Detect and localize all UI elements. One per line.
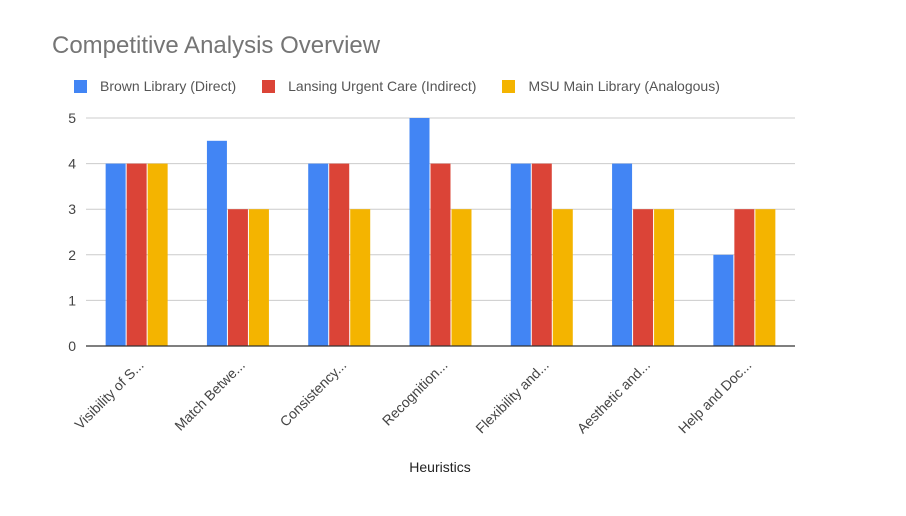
bar-s2-c2 [350, 209, 371, 346]
y-tick-label-0: 0 [68, 338, 76, 354]
bar-s1-c5 [633, 209, 654, 346]
x-tick-label-4: Flexibility and... [472, 357, 552, 437]
legend-label-msu-main-library: MSU Main Library (Analogous) [528, 78, 720, 94]
bar-s1-c3 [430, 163, 451, 346]
bar-s2-c0 [147, 163, 168, 346]
legend: Brown Library (Direct) Lansing Urgent Ca… [74, 76, 746, 96]
bar-s2-c1 [248, 209, 269, 346]
legend-item-msu-main-library: MSU Main Library (Analogous) [502, 78, 720, 94]
x-tick-label-3: Recognition... [379, 357, 451, 429]
x-tick-label-6: Help and Doc... [675, 357, 755, 437]
legend-label-lansing-urgent-care: Lansing Urgent Care (Indirect) [288, 78, 477, 94]
legend-label-brown-library: Brown Library (Direct) [100, 78, 237, 94]
bar-s1-c0 [126, 163, 147, 346]
x-tick-label-2: Consistency... [277, 357, 350, 430]
x-tick-label-1: Match Betwe... [171, 357, 248, 434]
x-tick-label-0: Visibility of S... [71, 357, 147, 433]
bar-s2-c3 [451, 209, 472, 346]
bar-s1-c1 [227, 209, 248, 346]
legend-item-lansing-urgent-care: Lansing Urgent Care (Indirect) [262, 78, 476, 94]
y-tick-label-1: 1 [68, 292, 76, 308]
y-tick-label-5: 5 [68, 110, 76, 126]
bar-s0-c4 [510, 163, 531, 346]
legend-swatch-lansing-urgent-care [262, 79, 276, 93]
bar-s1-c2 [329, 163, 350, 346]
bar-s0-c1 [206, 140, 227, 346]
legend-swatch-brown-library [74, 79, 87, 93]
bar-s1-c6 [734, 209, 755, 346]
chart-title: Competitive Analysis Overview [52, 32, 381, 59]
bar-s1-c4 [531, 163, 552, 346]
y-tick-label-4: 4 [68, 156, 76, 172]
y-tick-label-3: 3 [68, 201, 76, 217]
x-axis-title: Heuristics [409, 459, 470, 475]
bar-s0-c0 [105, 163, 126, 346]
bar-s2-c6 [755, 209, 776, 346]
bar-s0-c2 [308, 163, 329, 346]
x-tick-label-5: Aesthetic and... [574, 357, 654, 437]
legend-swatch-msu-main-library [502, 79, 516, 93]
bar-s0-c3 [409, 118, 430, 346]
bar-s0-c5 [612, 163, 633, 346]
bar-s2-c4 [552, 209, 573, 346]
bar-s0-c6 [713, 254, 734, 346]
bar-s2-c5 [654, 209, 675, 346]
legend-item-brown-library: Brown Library (Direct) [74, 78, 236, 94]
y-tick-label-2: 2 [68, 247, 76, 263]
